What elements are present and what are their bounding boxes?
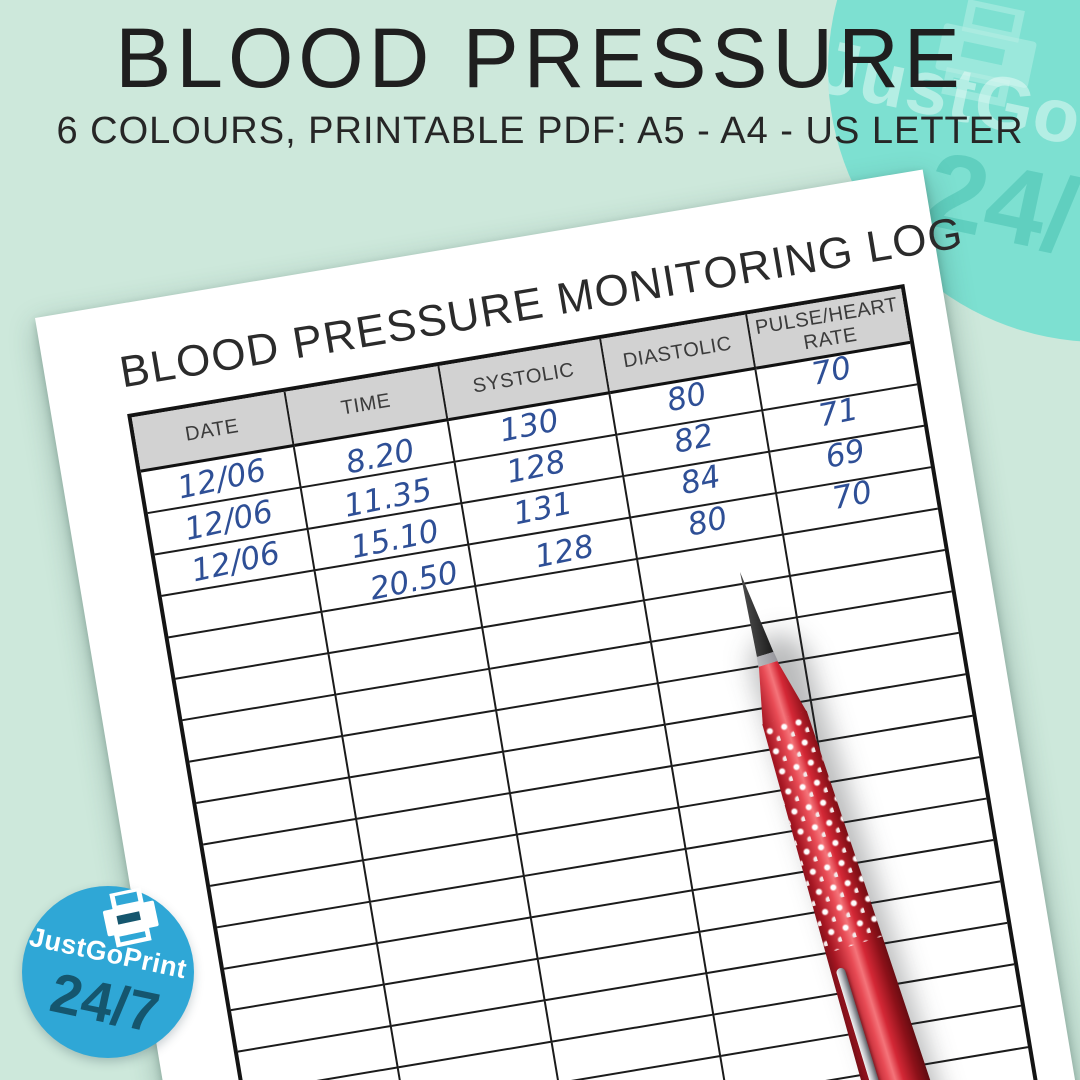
table-cell-value: 128 — [503, 443, 569, 491]
table-cell-value: 84 — [677, 458, 724, 502]
table-header-label: TIME — [339, 389, 393, 420]
table-cell-value: 131 — [510, 484, 576, 532]
table-header-label: SYSTOLIC — [471, 358, 576, 398]
printer-icon — [95, 884, 168, 955]
page-title: BLOOD PRESSURE — [115, 11, 965, 105]
table-cell-value: 82 — [670, 416, 717, 461]
printable-sheet: BLOOD PRESSURE MONITORING LOG DATE TIME SY… — [35, 169, 1080, 1080]
table-cell-value: 70 — [829, 473, 876, 517]
table-cell-value: 70 — [808, 349, 855, 393]
table-cell-value: 128 — [532, 527, 598, 575]
table-cell-value: 71 — [815, 390, 862, 434]
printer-icon — [921, 0, 1052, 118]
table-header-label: DATE — [183, 415, 241, 446]
bp-table: DATE TIME SYSTOLIC DIASTOLIC PULSE/HEART RAT… — [127, 284, 1054, 1080]
logo-badge: JustGoPrint 24/7 — [22, 884, 194, 1058]
page-subtitle: 6 COLOURS, PRINTABLE PDF: A5 - A4 - US L… — [56, 110, 1024, 153]
table-cell-value: 80 — [663, 375, 710, 419]
table-cell-value: 130 — [496, 401, 562, 449]
table-header-label: DIASTOLIC — [621, 332, 734, 373]
listing-header: BLOOD PRESSURE 6 COLOURS, PRINTABLE PDF:… — [0, 14, 1080, 153]
table-cell-value: 69 — [822, 432, 869, 476]
table-cell-value: 80 — [684, 499, 731, 544]
